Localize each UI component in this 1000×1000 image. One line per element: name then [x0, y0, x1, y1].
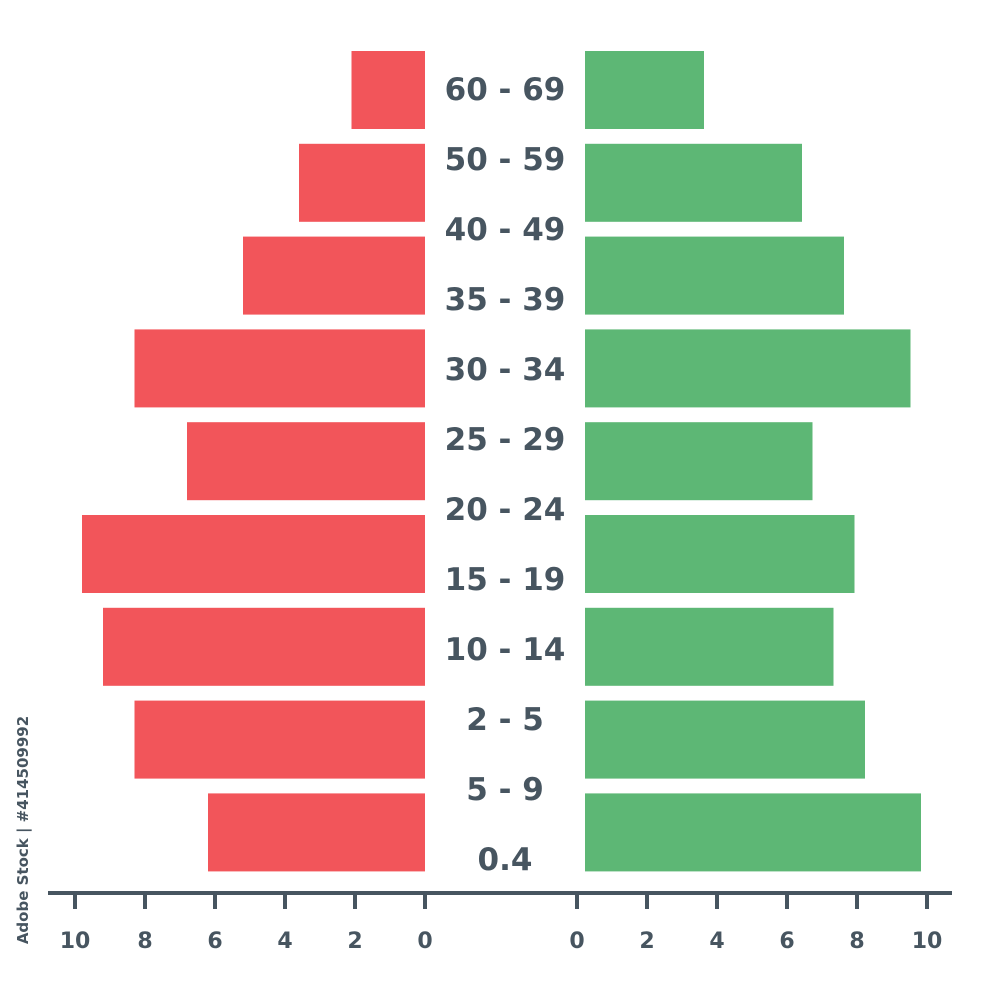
right-tick-label: 0 [569, 929, 584, 954]
stock-id-text: Adobe Stock | #414509992 [14, 715, 32, 945]
right-bar [585, 793, 921, 872]
right-bar [585, 422, 813, 501]
right-bar [585, 51, 704, 129]
left-bar [243, 236, 425, 315]
right-bar [585, 143, 802, 222]
age-group-label: 35 - 39 [445, 282, 566, 318]
left-tick-label: 0 [417, 929, 432, 954]
age-group-label: 10 - 14 [445, 632, 566, 668]
right-bar [585, 515, 855, 593]
right-tick-label: 10 [912, 929, 943, 954]
left-bar [299, 143, 425, 222]
left-bar [134, 700, 425, 779]
left-bar [82, 515, 425, 593]
age-group-label: 2 - 5 [466, 702, 544, 738]
right-bar [585, 236, 844, 315]
age-group-label: 60 - 69 [445, 72, 566, 108]
left-tick-label: 2 [347, 929, 362, 954]
left-tick-label: 6 [207, 929, 222, 954]
right-bars [585, 51, 921, 872]
right-tick-label: 8 [849, 929, 864, 954]
right-tick-label: 4 [709, 929, 724, 954]
right-tick-label: 6 [779, 929, 794, 954]
left-bar [351, 51, 425, 129]
left-tick-label: 4 [277, 929, 292, 954]
age-group-label: 20 - 24 [445, 492, 566, 528]
left-tick-label: 10 [60, 929, 91, 954]
age-group-label: 0.4 [478, 842, 533, 878]
age-group-label: 30 - 34 [445, 352, 566, 388]
left-bar [103, 607, 425, 686]
stock-id-watermark: Adobe Stock | #414509992 [8, 716, 38, 944]
age-group-label: 50 - 59 [445, 142, 566, 178]
x-axis-ticks: 10 8 6 4 2 0 0 2 4 6 8 10 [60, 893, 943, 954]
left-bar [208, 793, 425, 872]
right-bar [585, 329, 911, 408]
left-bars [82, 51, 425, 872]
age-group-label: 5 - 9 [466, 772, 544, 808]
left-tick-label: 8 [137, 929, 152, 954]
age-group-label: 40 - 49 [445, 212, 566, 248]
age-group-label: 25 - 29 [445, 422, 566, 458]
age-group-label: 15 - 19 [445, 562, 566, 598]
left-bar [187, 422, 425, 501]
right-bar [585, 700, 865, 779]
age-group-labels: 60 - 69 50 - 59 40 - 49 35 - 39 30 - 34 25 - … [445, 72, 566, 878]
left-bar [134, 329, 425, 408]
right-tick-label: 2 [639, 929, 654, 954]
right-bar [585, 607, 834, 686]
